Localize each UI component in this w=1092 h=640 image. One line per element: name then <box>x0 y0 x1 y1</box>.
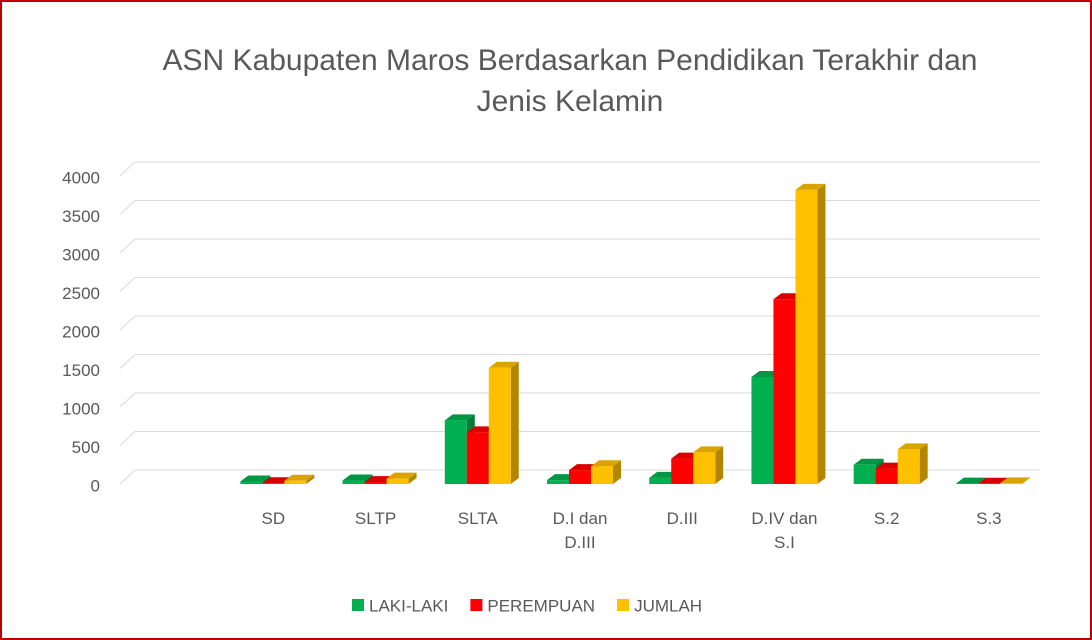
bar <box>284 480 307 484</box>
bar-top <box>591 460 621 467</box>
bar-side <box>1021 477 1030 484</box>
bar <box>875 468 898 484</box>
bar-top <box>853 458 884 465</box>
bar <box>591 466 613 484</box>
y-tick-label: 0 <box>91 476 100 495</box>
bar <box>795 189 818 485</box>
bar-top <box>284 474 315 481</box>
bar <box>466 432 489 484</box>
y-tick-label: 3500 <box>62 207 100 226</box>
legend-label: LAKI-LAKI <box>369 596 448 615</box>
bar-side <box>613 460 621 484</box>
legend-swatch <box>617 599 630 611</box>
bar-side <box>817 183 826 485</box>
bar-top <box>444 414 475 421</box>
y-tick-label: 1000 <box>62 399 100 418</box>
grid-line-side <box>119 354 136 369</box>
legend-swatch <box>470 599 483 611</box>
x-tick-label: D.III <box>666 509 698 528</box>
bar-top <box>955 477 986 484</box>
bar-side <box>919 443 928 484</box>
y-tick-label: 3000 <box>62 245 100 264</box>
grid-line-side <box>119 431 136 446</box>
legend-label: JUMLAH <box>634 596 702 615</box>
y-tick-label: 1500 <box>62 361 100 380</box>
bar-top <box>795 183 826 190</box>
bar <box>853 464 876 484</box>
legend-label: PEREMPUAN <box>487 596 595 615</box>
bar <box>569 470 591 484</box>
bar-top <box>488 361 519 368</box>
grid-line-side <box>119 161 136 177</box>
x-tick-label: D.I dan D.III <box>552 509 608 552</box>
bar-top <box>897 443 928 450</box>
bar-side <box>510 361 519 484</box>
bar-top <box>999 477 1030 484</box>
grid-line-side <box>119 200 136 215</box>
bar-side <box>306 474 315 484</box>
bar-top <box>693 446 724 453</box>
grid-line-side <box>119 392 136 408</box>
bar <box>342 480 365 484</box>
grid-line-side <box>119 469 136 485</box>
bar <box>649 477 672 484</box>
bar-side <box>408 472 417 484</box>
x-tick-label: S.3 <box>976 509 1002 528</box>
y-tick-label: 500 <box>72 438 100 457</box>
x-tick-label: SLTP <box>354 509 397 528</box>
x-tick-label: SD <box>261 509 286 528</box>
bar-side <box>715 446 724 484</box>
y-tick-label: 2000 <box>62 322 100 341</box>
bar <box>773 299 796 484</box>
bar <box>693 452 716 484</box>
bar <box>751 376 774 484</box>
bar <box>240 481 263 484</box>
bar <box>897 449 920 484</box>
bar <box>547 480 569 484</box>
grid-line-side <box>119 315 136 331</box>
bar <box>364 482 387 484</box>
grid-line-side <box>119 277 136 292</box>
bar-top <box>342 474 373 481</box>
bar-top <box>240 475 271 482</box>
bar <box>444 420 467 484</box>
bar <box>671 458 694 484</box>
x-tick-label: S.2 <box>873 509 900 528</box>
x-tick-label: SLTA <box>457 509 498 528</box>
bar-top <box>386 472 417 479</box>
y-tick-label: 4000 <box>62 168 100 187</box>
x-tick-label: D.IV dan S.I <box>751 509 818 552</box>
y-tick-label: 2500 <box>62 284 100 303</box>
bar-top <box>977 477 1008 484</box>
bar <box>488 367 511 484</box>
grid-line-side <box>119 238 136 254</box>
legend-swatch <box>352 599 364 611</box>
bar <box>999 483 1022 484</box>
bar <box>386 478 409 484</box>
bar <box>262 483 285 484</box>
